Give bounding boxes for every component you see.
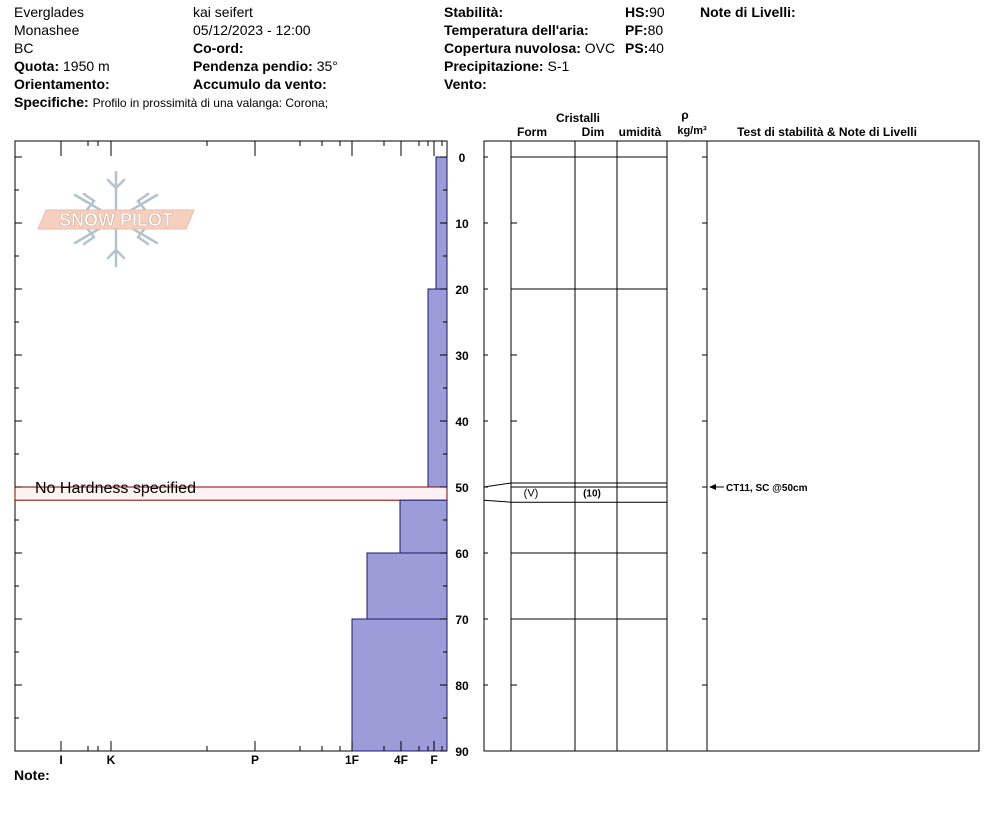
precipitation: Precipitazione: S-1 bbox=[444, 58, 569, 74]
specifics-value: Profilo in prossimità di una valanga: Co… bbox=[92, 96, 329, 110]
layer-connector bbox=[483, 482, 512, 488]
snowpilot-logo: SNOW PILOT bbox=[37, 170, 195, 268]
hs: HS:90 bbox=[625, 4, 665, 20]
dim-header: Dim bbox=[582, 125, 605, 139]
hs-value: 90 bbox=[649, 4, 665, 20]
cloud-value: OVC bbox=[584, 40, 616, 56]
stability-arrow-head bbox=[709, 484, 716, 490]
elevation: Quota: 1950 m bbox=[14, 58, 110, 74]
ps-value: 40 bbox=[648, 40, 664, 56]
moisture-header: umidità bbox=[619, 125, 662, 139]
stability-test-label: CT11, SC @50cm bbox=[726, 483, 808, 494]
wind-label: Vento: bbox=[444, 76, 487, 92]
hardness-tick-label: 1F bbox=[345, 753, 359, 767]
range-name: Monashee bbox=[14, 22, 80, 38]
stability-notes-header: Test di stabilità & Note di Livelli bbox=[737, 125, 917, 139]
depth-tick-label: 10 bbox=[455, 217, 469, 231]
ps-label: PS: bbox=[625, 40, 649, 56]
layer-connector bbox=[483, 499, 512, 503]
slope-label: Pendenza pendio: bbox=[193, 58, 313, 74]
depth-tick-label: 70 bbox=[455, 613, 469, 627]
coord-label: Co-ord: bbox=[193, 40, 244, 56]
no-hardness-label: No Hardness specified bbox=[35, 480, 196, 497]
density-unit-header: kg/m³ bbox=[677, 125, 707, 137]
slope-value: 35° bbox=[316, 58, 338, 74]
crystals-header: Cristalli bbox=[556, 111, 600, 125]
crystal-form-cell: (V) bbox=[524, 488, 539, 500]
depth-tick-label: 50 bbox=[455, 481, 469, 495]
hardness-bar bbox=[366, 552, 448, 620]
observation-datetime: 05/12/2023 - 12:00 bbox=[193, 22, 311, 38]
elevation-label: Quota: bbox=[14, 58, 60, 74]
air-temp-label: Temperatura dell'aria: bbox=[444, 22, 589, 38]
hs-label: HS: bbox=[625, 4, 650, 20]
aspect-label: Orientamento: bbox=[14, 76, 110, 92]
pf: PF:80 bbox=[625, 22, 663, 38]
cloud-cover: Copertura nuvolosa: OVC bbox=[444, 40, 615, 56]
stability-label: Stabilità: bbox=[444, 4, 504, 20]
region-name: BC bbox=[14, 40, 34, 56]
slope: Pendenza pendio: 35° bbox=[193, 58, 338, 74]
hardness-tick-label: 4F bbox=[394, 753, 408, 767]
depth-tick-label: 40 bbox=[455, 415, 469, 429]
logo-banner bbox=[37, 209, 195, 230]
depth-tick-label: 80 bbox=[455, 679, 469, 693]
chart-marks: No Hardness specified 0 10 20 30 40 50 60 70 80 90… bbox=[14, 140, 980, 767]
hardness-tick-label: K bbox=[107, 753, 116, 767]
depth-tick-label: 30 bbox=[455, 349, 469, 363]
layer-table-frame bbox=[483, 140, 980, 752]
cloud-label: Copertura nuvolosa: bbox=[444, 40, 581, 56]
hardness-tick-label: F bbox=[430, 753, 437, 767]
observer-name: kai seifert bbox=[193, 4, 253, 20]
elevation-value: 1950 m bbox=[63, 58, 110, 74]
precip-label: Precipitazione: bbox=[444, 58, 544, 74]
hardness-bar bbox=[351, 618, 448, 752]
specifics-label: Specifiche: bbox=[14, 94, 89, 110]
no-hardness-band bbox=[14, 486, 448, 501]
form-header: Form bbox=[517, 125, 547, 139]
depth-tick-label: 20 bbox=[455, 283, 469, 297]
pf-label: PF: bbox=[625, 22, 648, 38]
hardness-tick-label: P bbox=[251, 753, 259, 767]
pf-value: 80 bbox=[647, 22, 664, 38]
hardness-bar bbox=[399, 499, 448, 554]
depth-tick-label: 60 bbox=[455, 547, 469, 561]
rho-header: ρ bbox=[681, 108, 688, 122]
depth-tick-label: 0 bbox=[459, 151, 466, 165]
specifics: Specifiche: Profilo in prossimità di una… bbox=[14, 94, 328, 111]
ps: PS:40 bbox=[625, 40, 664, 56]
layer-notes-label: Note di Livelli: bbox=[700, 4, 796, 20]
depth-tick-label: 90 bbox=[455, 745, 469, 759]
hardness-tick-label: I bbox=[59, 753, 62, 767]
wind-load-label: Accumulo da vento: bbox=[193, 76, 327, 92]
crystal-size-cell: (10) bbox=[583, 489, 601, 500]
location-name: Everglades bbox=[14, 4, 85, 20]
logo-text: SNOW PILOT bbox=[59, 210, 173, 230]
note-label: Note: bbox=[14, 767, 50, 783]
precip-value: S-1 bbox=[547, 58, 570, 74]
